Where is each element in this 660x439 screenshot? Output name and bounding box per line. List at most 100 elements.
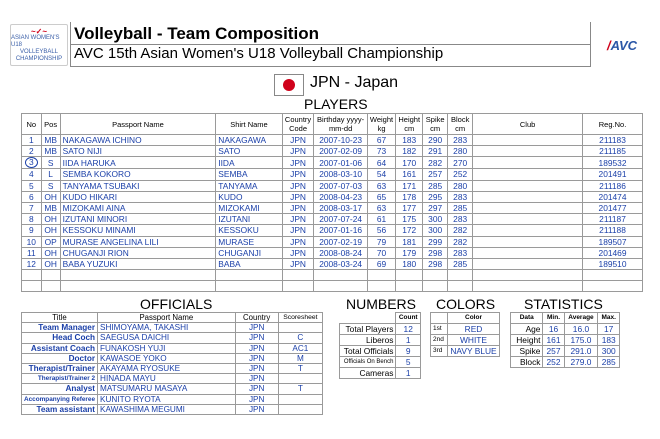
player-reg-cell: 189507 <box>582 235 643 248</box>
player-block-cell: 282 <box>447 224 474 237</box>
col-spike: Spike cm <box>422 113 449 135</box>
avc-logo: / AVC <box>606 37 638 53</box>
player-name-cell: BABA YUZUKI <box>59 257 217 271</box>
stat-max-cell: 300 <box>597 345 620 357</box>
official-country-cell: JPN <box>234 342 279 354</box>
player-reg-cell: 189532 <box>582 156 643 170</box>
player-spike-cell: 298 <box>422 257 449 271</box>
empty-cell <box>447 280 474 293</box>
player-pos-cell: MB <box>40 133 61 147</box>
stat-min-cell: 16 <box>542 323 565 335</box>
player-shirt-cell: SEMBA <box>215 168 283 181</box>
table-row: Block 252 279.0 285 <box>509 356 620 368</box>
color-rank-cell: 3rd <box>430 345 448 357</box>
player-height-cell: 171 <box>395 179 424 192</box>
table-row: 1st RED <box>430 323 500 335</box>
player-height-cell: 177 <box>395 201 424 215</box>
table-row: 9 OH KESSOKU MINAMI KESSOKU JPN 2007-01-16 56 1… <box>21 224 643 237</box>
player-name-cell: IZUTANI MINORI <box>59 213 217 226</box>
player-club-cell <box>472 168 584 181</box>
col-passport-name: Passport Name <box>59 113 217 135</box>
official-name-cell: SAEGUSA DAICHI <box>97 332 236 344</box>
logo-line-2: VOLLEYBALL <box>19 48 59 55</box>
player-weight-cell: 56 <box>366 224 397 237</box>
player-spike-cell: 299 <box>422 235 449 248</box>
player-pos-cell: MB <box>40 145 61 158</box>
player-shirt-cell: MURASE <box>215 235 283 248</box>
table-row: 6 OH KUDO HIKARI KUDO JPN 2008-04-23 65 178 295 2… <box>21 190 643 203</box>
player-block-cell: 285 <box>447 201 474 215</box>
official-name-cell: MATSUMARU MASAYA <box>97 383 236 395</box>
numbers-label-cell: Cameras <box>338 367 397 379</box>
official-title-cell: Accompanying Referee <box>20 393 99 405</box>
table-row: Age 16 16.0 17 <box>509 323 620 335</box>
table-row: 5 S TANYAMA TSUBAKI TANYAMA JPN 2007-07-03 63 1… <box>21 179 643 192</box>
official-scoresheet-cell <box>277 322 324 334</box>
statistics-table: Data Min. Average Max. Age 16 16.0 17 Height… <box>509 312 620 368</box>
player-weight-cell: 79 <box>366 235 397 248</box>
player-no-cell: 12 <box>21 257 42 271</box>
player-no-cell: 4 <box>21 168 42 181</box>
empty-cell <box>366 269 397 282</box>
table-row: Accompanying Referee KUNITO RYOTA JPN <box>20 393 324 405</box>
player-shirt-cell: NAKAGAWA <box>215 133 283 147</box>
player-height-cell: 180 <box>395 257 424 271</box>
numbers-value-cell: 12 <box>395 323 421 335</box>
player-no-cell: 1 <box>21 133 42 147</box>
header-rule-bottom <box>70 66 590 67</box>
col-no: No <box>21 113 42 135</box>
empty-cell <box>582 280 643 293</box>
official-title-cell: Team assistant <box>20 403 99 415</box>
table-row: Spike 257 291.0 300 <box>509 345 620 357</box>
stat-average-cell: 175.0 <box>563 334 599 346</box>
player-birthday-cell: 2008-03-10 <box>313 168 368 181</box>
table-row: 2nd WHITE <box>430 334 500 346</box>
colors-heading: COLORS <box>436 296 496 312</box>
stat-max-cell: 17 <box>597 323 620 335</box>
player-shirt-cell: KESSOKU <box>215 224 283 237</box>
player-reg-cell: 211185 <box>582 145 643 158</box>
official-title-cell: Therapist/Trainer 2 <box>20 373 99 385</box>
player-club-cell <box>472 133 584 147</box>
empty-cell <box>313 280 368 293</box>
official-country-cell: JPN <box>234 383 279 395</box>
color-rank-cell: 1st <box>430 323 448 335</box>
player-birthday-cell: 2007-02-19 <box>313 235 368 248</box>
table-row: Total Officials 9 <box>338 345 421 357</box>
official-scoresheet-cell <box>277 393 324 405</box>
stat-average-cell: 16.0 <box>563 323 599 335</box>
player-spike-cell: 298 <box>422 246 449 259</box>
player-birthday-cell: 2008-03-24 <box>313 257 368 271</box>
player-block-cell: 282 <box>447 235 474 248</box>
player-name-cell: MIZOKAMI AINA <box>59 201 217 215</box>
player-shirt-cell: CHUGANJI <box>215 246 283 259</box>
logo-line-1: ASIAN WOMEN'S U18 <box>11 34 60 48</box>
player-height-cell: 183 <box>395 133 424 147</box>
stat-data-cell: Age <box>509 323 544 335</box>
stat-average-cell: 291.0 <box>563 345 599 357</box>
player-spike-cell: 290 <box>422 133 449 147</box>
player-name-cell: TANYAMA TSUBAKI <box>59 179 217 192</box>
color-rank-cell: 2nd <box>430 334 448 346</box>
players-heading: PLAYERS <box>304 96 368 112</box>
player-country-cell: JPN <box>281 145 315 158</box>
col-country: Country <box>234 311 279 324</box>
stat-data-cell: Height <box>509 334 544 346</box>
numbers-value-cell: 9 <box>395 345 421 357</box>
player-country-cell: JPN <box>281 133 315 147</box>
player-shirt-cell: SATO <box>215 145 283 158</box>
empty-cell <box>582 269 643 282</box>
player-club-cell <box>472 224 584 237</box>
player-spike-cell: 300 <box>422 213 449 226</box>
col-country-code: Country Code <box>281 113 315 135</box>
empty-cell <box>366 280 397 293</box>
player-reg-cell: 201474 <box>582 190 643 203</box>
header-rule <box>70 44 590 45</box>
table-row: Height 161 175.0 183 <box>509 334 620 346</box>
player-spike-cell: 297 <box>422 201 449 215</box>
col-reg-no: Reg.No. <box>582 113 643 135</box>
player-shirt-cell: TANYAMA <box>215 179 283 192</box>
player-reg-cell: 201477 <box>582 201 643 215</box>
officials-table: Title Passport Name Country Scoresheet T… <box>20 311 324 415</box>
stat-data-cell: Spike <box>509 345 544 357</box>
